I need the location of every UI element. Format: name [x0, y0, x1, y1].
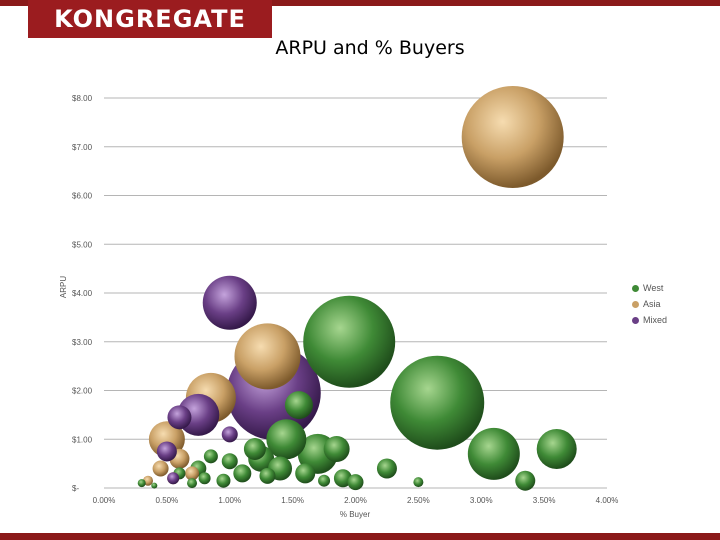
logo-text: KONGREGATE	[54, 5, 246, 33]
legend-swatch-asia	[632, 300, 639, 308]
bubble-west	[284, 391, 313, 420]
bubble-west	[515, 470, 536, 491]
x-tick-label: 4.00%	[596, 496, 619, 505]
x-tick-label: 0.00%	[93, 496, 116, 505]
y-axis-label: ARPU	[59, 276, 68, 298]
x-axis-label: % Buyer	[340, 510, 371, 519]
bubble-west	[151, 482, 158, 489]
legend-item-west: West	[632, 280, 667, 296]
legend-label-asia: Asia	[643, 299, 661, 309]
legend-label-mixed: Mixed	[643, 315, 668, 325]
legend-label-west: West	[643, 283, 664, 293]
bubble-west	[221, 453, 238, 470]
bubbles	[137, 86, 577, 491]
bubble-west	[233, 464, 252, 483]
bubble-west	[390, 355, 485, 450]
x-tick-label: 2.00%	[344, 496, 367, 505]
bubble-west	[187, 478, 198, 489]
bubble-mixed	[167, 472, 180, 485]
bubble-west	[467, 427, 520, 480]
bubble-west	[333, 469, 352, 488]
bubble-asia	[152, 460, 169, 477]
x-axis-ticks: 0.00% 0.50% 1.00% 1.50% 2.00% 2.50% 3.00% 3.50%…	[93, 496, 619, 505]
bubble-asia	[234, 323, 301, 390]
legend-item-mixed: Mixed	[632, 312, 667, 328]
top-accent-bar	[0, 0, 720, 6]
y-tick-label: $5.00	[72, 240, 93, 249]
x-tick-label: 3.00%	[470, 496, 493, 505]
bubble-mixed	[156, 441, 177, 462]
legend-swatch-west	[632, 284, 639, 292]
bubble-west	[413, 477, 424, 488]
bubble-west	[259, 467, 276, 484]
y-axis-ticks: $- $1.00 $2.00 $3.00 $4.00 $5.00 $6.00 $7.00 $8.…	[72, 94, 93, 493]
y-tick-label: $-	[72, 484, 79, 493]
x-tick-label: 3.50%	[533, 496, 556, 505]
bubble-west	[376, 458, 397, 479]
y-tick-label: $4.00	[72, 289, 93, 298]
chart-title: ARPU and % Buyers	[275, 37, 465, 59]
legend-item-asia: Asia	[632, 296, 667, 312]
bubble-west	[198, 472, 211, 485]
bubble-west	[216, 473, 231, 488]
x-tick-label: 1.50%	[281, 496, 304, 505]
y-tick-label: $7.00	[72, 143, 93, 152]
x-tick-label: 1.00%	[218, 496, 241, 505]
bubble-mixed	[221, 426, 238, 443]
bottom-accent-bar	[0, 533, 720, 540]
kongregate-logo: KONGREGATE	[28, 0, 272, 38]
bubble-west	[318, 474, 331, 487]
y-tick-label: $6.00	[72, 192, 93, 201]
bubble-west	[323, 436, 350, 462]
bubble-west	[536, 429, 577, 469]
x-tick-label: 0.50%	[156, 496, 179, 505]
chart-legend: West Asia Mixed	[632, 280, 667, 328]
bubble-west	[243, 438, 266, 460]
y-tick-label: $3.00	[72, 338, 93, 347]
bubble-asia	[185, 466, 200, 481]
legend-swatch-mixed	[632, 316, 639, 324]
bubble-west	[266, 419, 307, 460]
y-tick-label: $2.00	[72, 387, 93, 396]
y-tick-label: $8.00	[72, 94, 93, 103]
bubble-west	[203, 449, 218, 464]
y-tick-label: $1.00	[72, 435, 93, 444]
bubble-west	[347, 474, 364, 491]
bubble-west	[137, 479, 146, 488]
bubble-asia	[461, 86, 564, 188]
bubble-mixed	[202, 275, 257, 330]
bubble-mixed	[167, 405, 192, 430]
bubble-west	[295, 463, 316, 484]
bubble-west	[303, 295, 396, 388]
x-tick-label: 2.50%	[407, 496, 430, 505]
